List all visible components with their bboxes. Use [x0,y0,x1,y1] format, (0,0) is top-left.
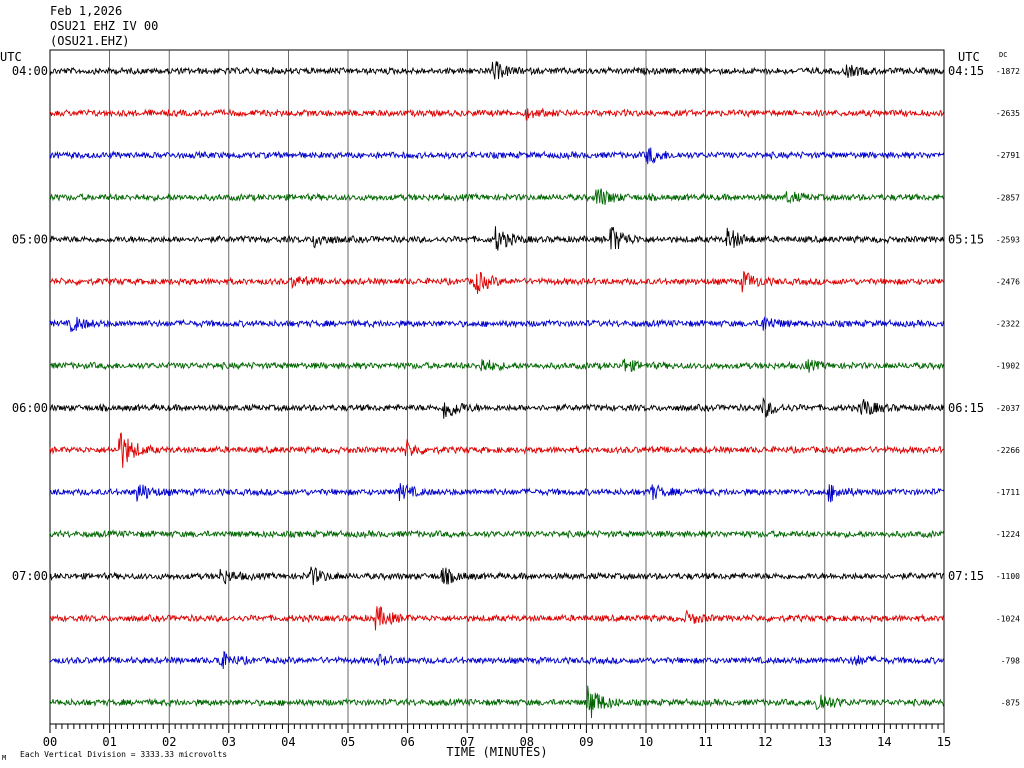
hour-label-right: 06:15 [948,401,984,415]
x-tick-label: 03 [222,735,236,749]
hour-label-left: 05:00 [12,232,48,246]
x-tick-label: 15 [937,735,951,749]
x-tick-label: 09 [579,735,593,749]
trace-row-3 [49,188,945,205]
dc-offset-label: -1024 [996,614,1020,623]
plot-frame [49,49,945,725]
x-tick-label: 02 [162,735,176,749]
hour-label-right: 05:15 [948,232,984,246]
left-axis-label: UTC [0,50,22,64]
dc-offset-label: -2266 [996,446,1020,455]
trace-row-2 [49,147,945,165]
trace-row-9 [49,432,945,468]
dc-offset-label: -2857 [996,193,1020,202]
trace-row-14 [49,650,945,669]
channel-label: (OSU21.EHZ) [50,34,130,48]
dc-offset-label: -798 [1001,656,1020,665]
hour-label-left: 04:00 [12,64,48,78]
trace-row-11 [49,529,945,540]
trace-row-10 [49,483,945,503]
trace-row-0 [49,61,945,80]
trace-row-12 [49,566,945,586]
x-tick-label: 10 [639,735,653,749]
trace-row-1 [50,107,945,121]
x-tick-label: 04 [281,735,295,749]
dc-header-label: DC [999,51,1007,59]
x-tick-label: 08 [520,735,534,749]
x-tick-label: 05 [341,735,355,749]
scale-note: Each Vertical Division = 3333.33 microvo… [20,750,228,759]
dc-offset-label: -2635 [996,109,1020,118]
x-tick-label: 01 [102,735,116,749]
dc-offset-label: -1711 [996,488,1020,497]
dc-offset-label: -1902 [996,362,1020,371]
x-tick-label: 13 [818,735,832,749]
x-axis-label: TIME (MINUTES) [446,745,547,759]
dc-offset-label: -2593 [996,235,1020,244]
x-tick-label: 06 [400,735,414,749]
x-tick-label: 14 [877,735,891,749]
station-label: OSU21 EHZ IV 00 [50,19,159,33]
dc-offset-label: -2037 [996,404,1020,413]
trace-row-15 [49,685,945,719]
trace-row-7 [49,358,945,373]
date-label: Feb 1,2026 [50,4,123,18]
hour-label-right: 07:15 [948,569,984,583]
hour-label-left: 06:00 [12,401,48,415]
dc-offset-label: -875 [1001,699,1020,708]
corner-marker: M [2,754,7,762]
hour-label-left: 07:00 [12,569,48,583]
trace-row-8 [49,396,945,419]
dc-offset-label: -1100 [996,572,1020,581]
trace-row-13 [49,605,945,631]
hour-label-right: 04:15 [948,64,984,78]
x-tick-label: 00 [43,735,57,749]
dc-offset-label: -2791 [996,151,1020,160]
trace-row-6 [49,315,945,333]
dc-offset-label: -1872 [996,67,1020,76]
dc-offset-label: -2476 [996,278,1020,287]
x-tick-label: 12 [758,735,772,749]
trace-row-5 [49,271,945,294]
dc-offset-label: -1224 [996,530,1020,539]
right-axis-label: UTC [958,50,980,64]
x-tick-label: 11 [698,735,712,749]
x-tick-label: 07 [460,735,474,749]
trace-row-4 [49,226,945,251]
dc-offset-label: -2322 [996,320,1020,329]
